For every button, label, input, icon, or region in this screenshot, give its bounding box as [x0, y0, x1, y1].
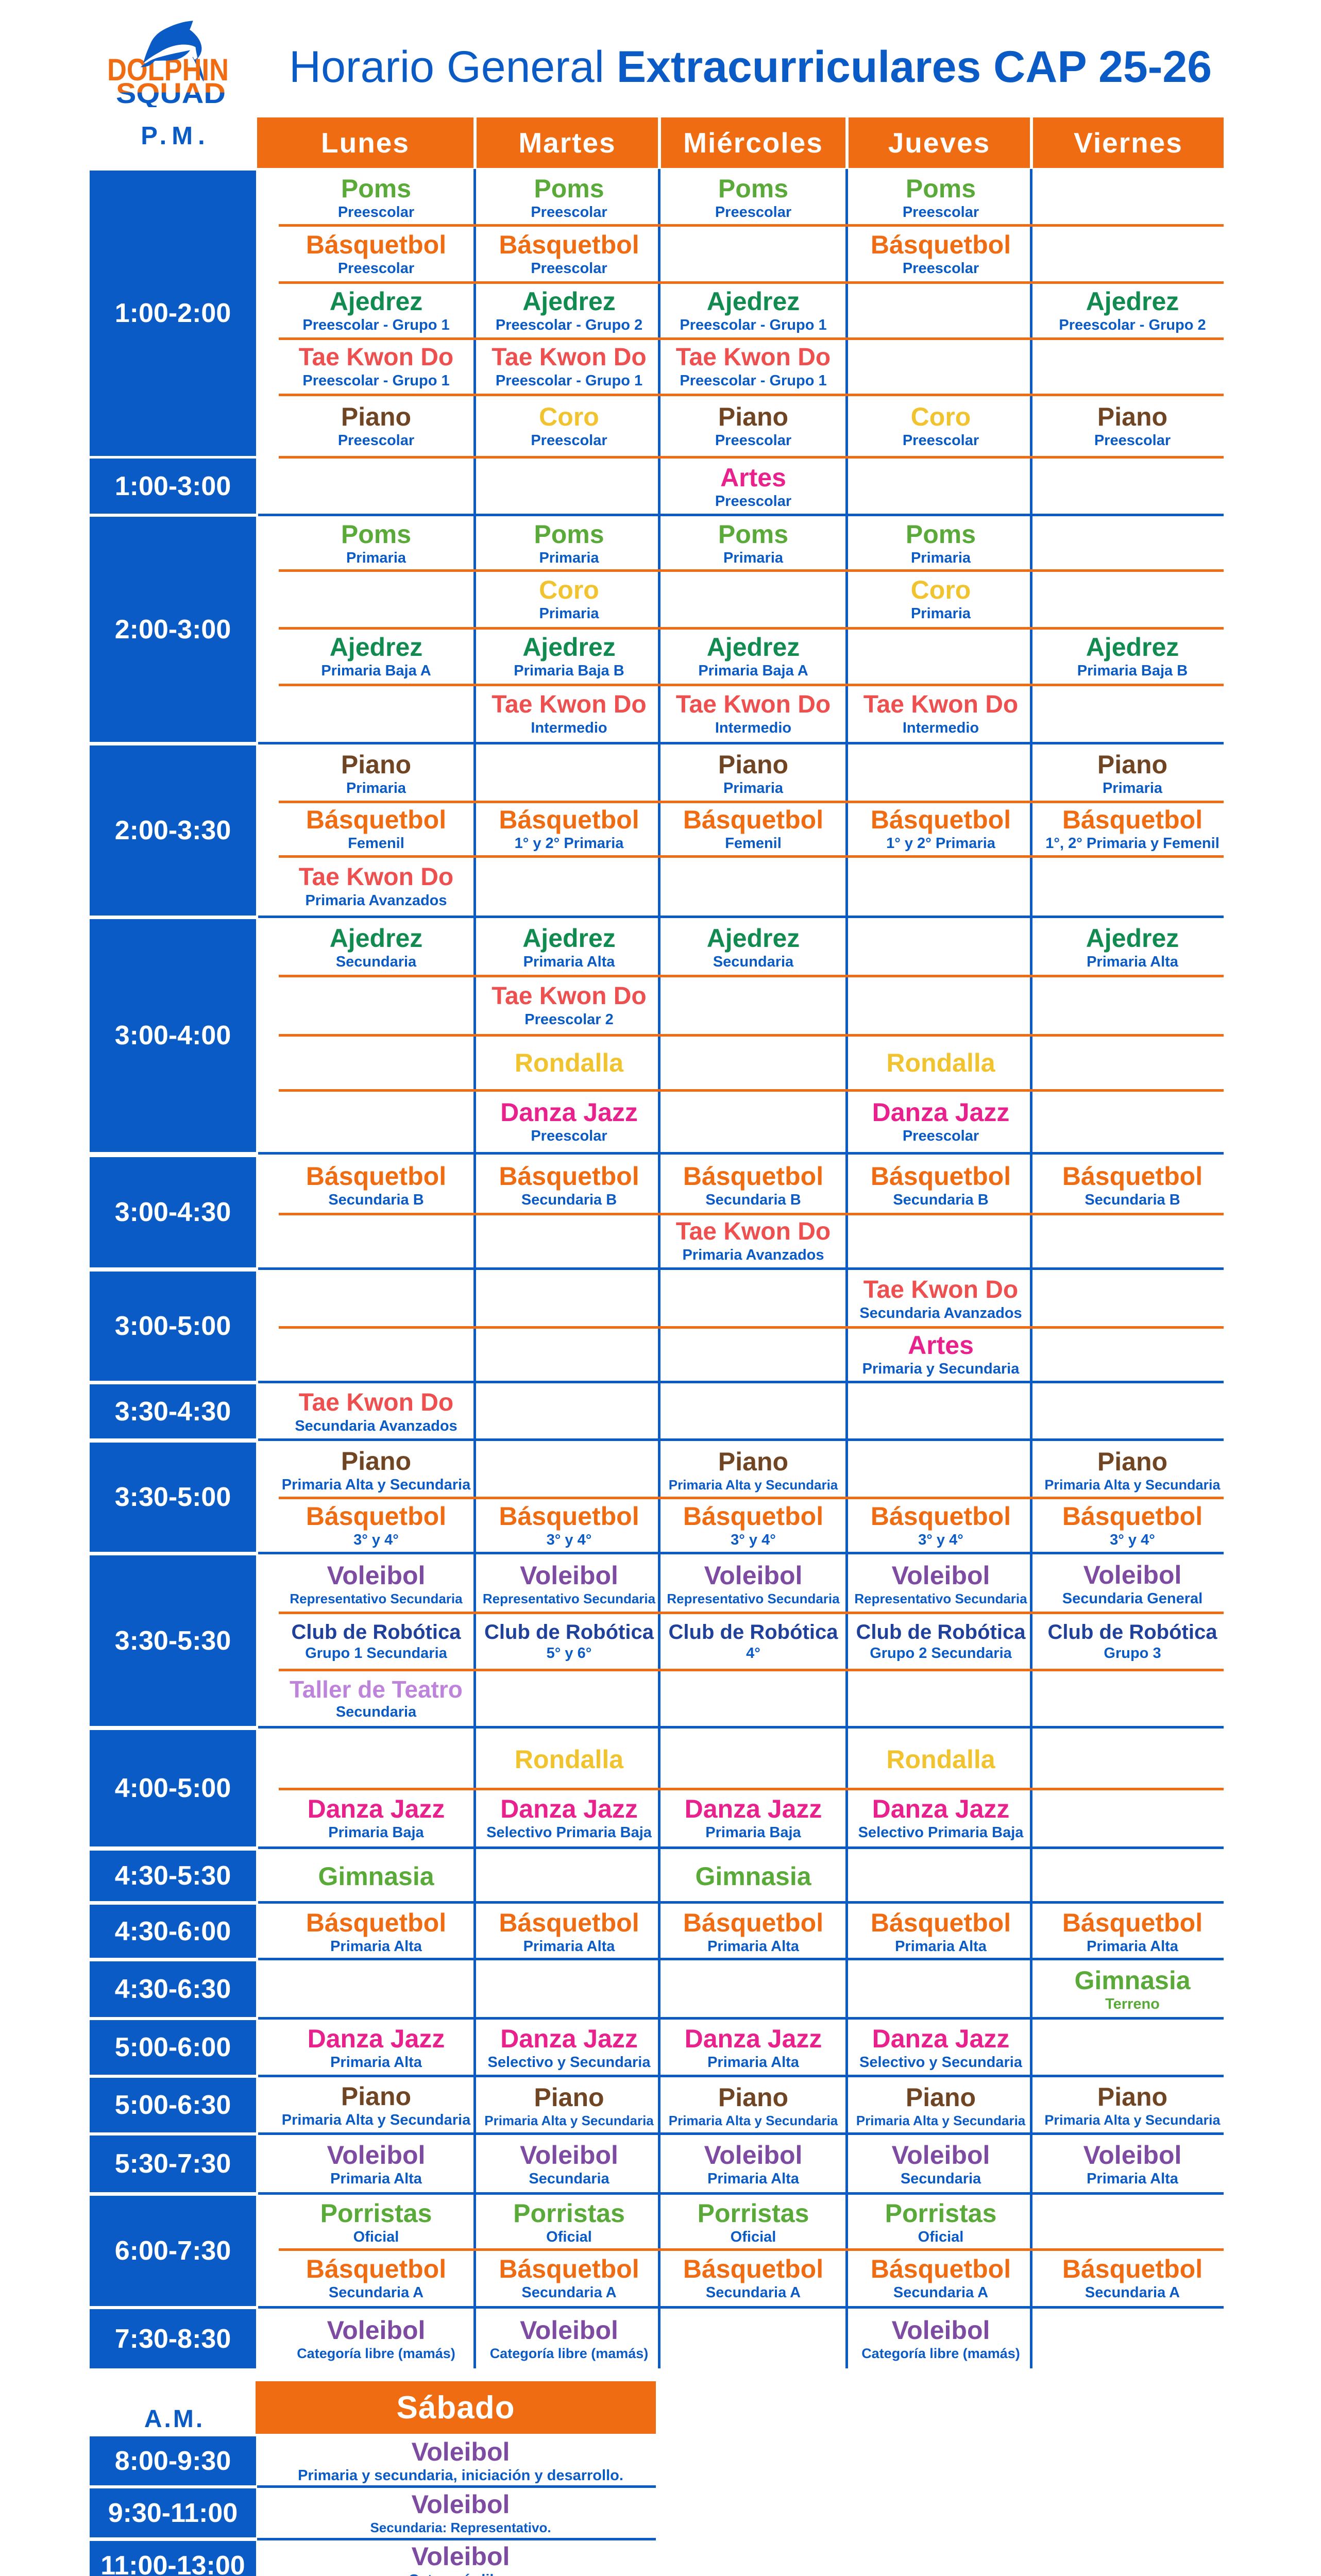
- svg-text:SQUAD: SQUAD: [116, 77, 226, 107]
